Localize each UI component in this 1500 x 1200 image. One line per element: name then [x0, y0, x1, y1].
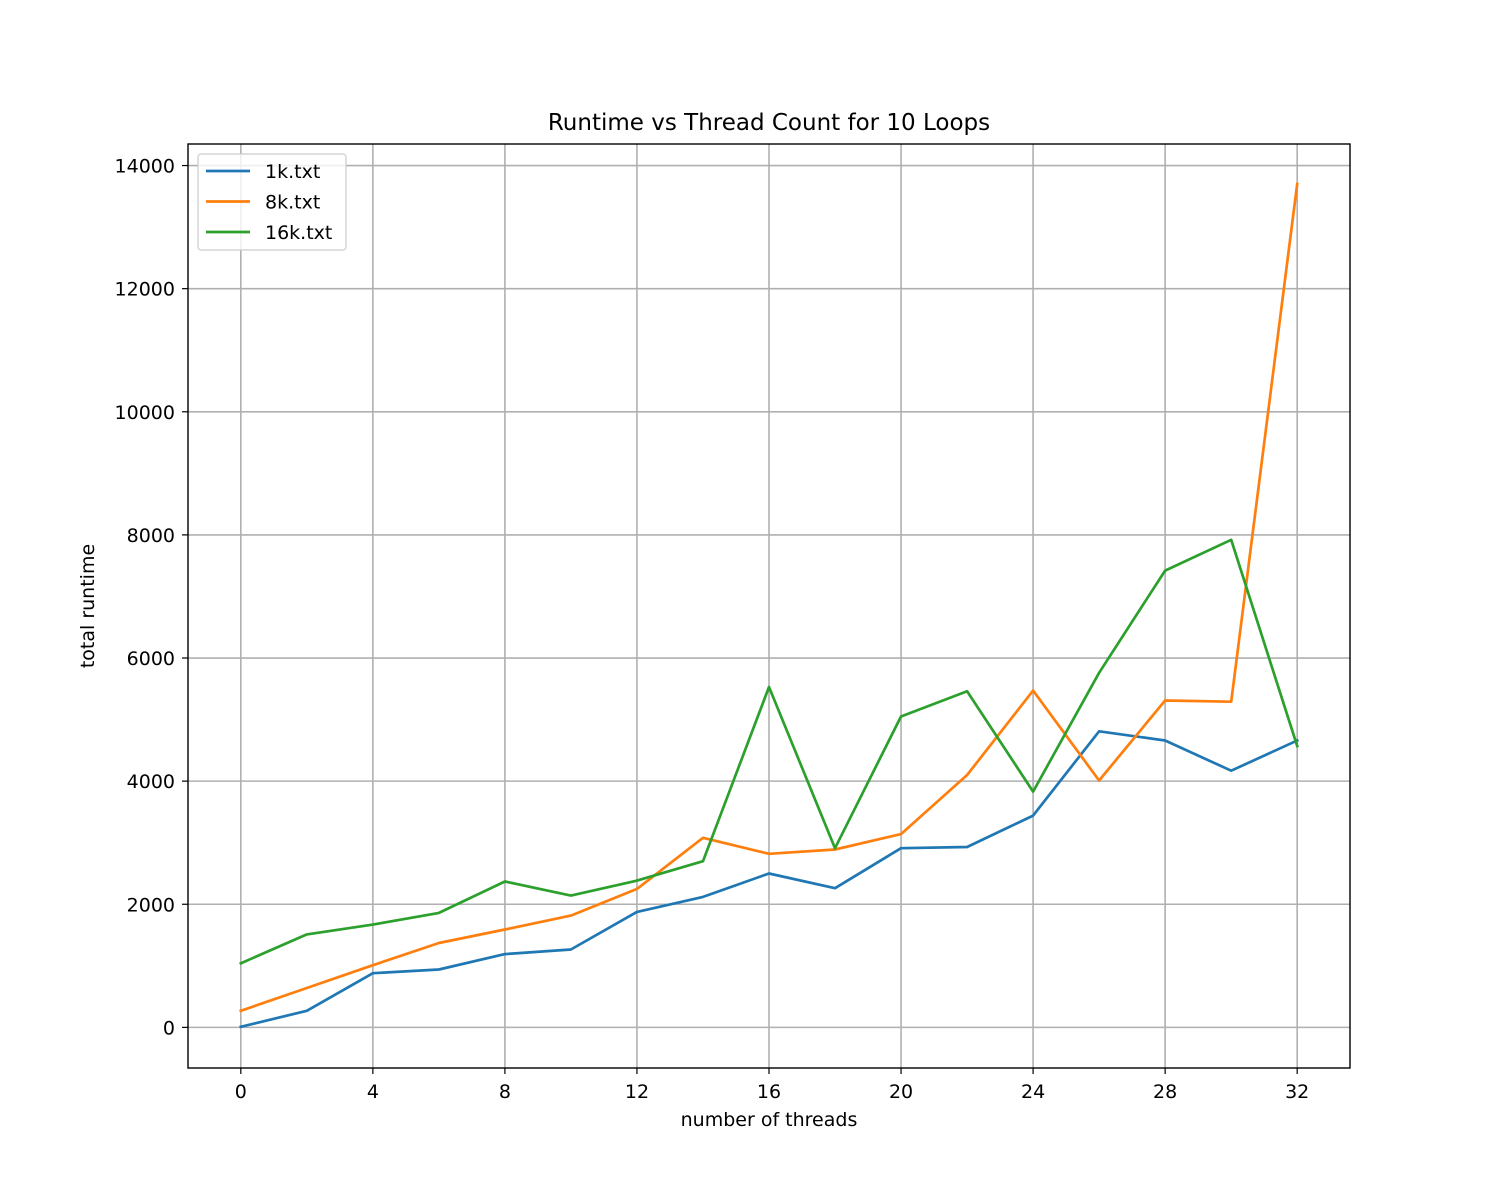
series-lines: [239, 182, 1299, 1029]
x-axis-title: number of threads: [681, 1109, 858, 1131]
axis-ticks: 0 4 8 12 16 20 24 28 32 0 2000 4000 6000 8000 10000 120…: [115, 156, 1310, 1103]
series-line-8k-txt: [239, 182, 1299, 1013]
x-tick-label: 24: [1021, 1081, 1045, 1103]
y-tick-label: 2000: [127, 894, 175, 916]
legend-label: 8k.txt: [265, 192, 320, 214]
legend-box: [197, 153, 347, 251]
x-tick-label: 20: [889, 1081, 913, 1103]
legend-label: 16k.txt: [265, 222, 332, 244]
x-tick-label: 4: [367, 1081, 379, 1103]
legend-label: 1k.txt: [265, 161, 320, 183]
legend: 1k.txt 8k.txt 16k.txt: [197, 153, 347, 251]
x-tick-label: 8: [499, 1081, 511, 1103]
x-tick-label: 0: [235, 1081, 247, 1103]
x-tick-label: 28: [1153, 1081, 1177, 1103]
y-tick-label: 12000: [115, 279, 175, 301]
y-tick-label: 10000: [115, 402, 175, 424]
x-tick-label: 16: [757, 1081, 781, 1103]
chart-title: Runtime vs Thread Count for 10 Loops: [548, 110, 990, 136]
y-tick-label: 0: [163, 1017, 175, 1039]
x-tick-label: 12: [625, 1081, 649, 1103]
y-tick-label: 14000: [115, 156, 175, 178]
series-line-1k-txt: [239, 729, 1299, 1029]
y-tick-label: 4000: [127, 771, 175, 793]
grid: [188, 144, 1350, 1068]
series-line-16k-txt: [239, 538, 1299, 966]
y-tick-label: 8000: [127, 525, 175, 547]
x-tick-label: 32: [1285, 1081, 1309, 1103]
y-axis-title: total runtime: [77, 544, 99, 668]
y-tick-label: 6000: [127, 648, 175, 670]
